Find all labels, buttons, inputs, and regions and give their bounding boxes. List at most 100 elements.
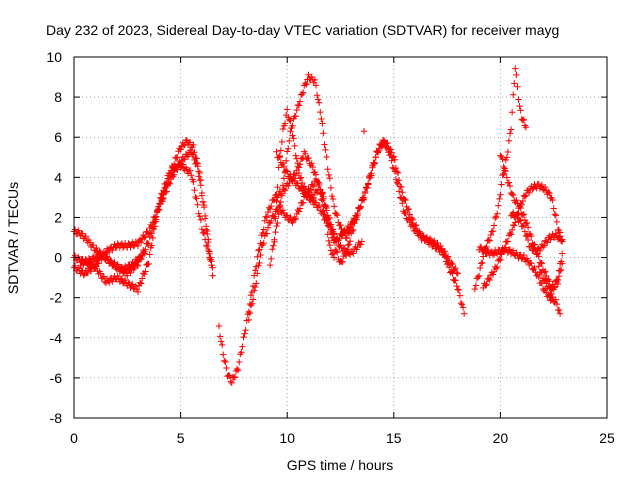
data-point [487, 231, 495, 239]
data-point [334, 212, 341, 219]
data-point [205, 246, 212, 254]
data-point [157, 194, 164, 201]
data-point [483, 281, 490, 288]
data-point [297, 183, 305, 190]
data-point [369, 164, 376, 171]
data-point [404, 206, 411, 213]
data-point [314, 96, 322, 103]
data-point [391, 168, 399, 175]
data-point [387, 152, 394, 159]
data-point [381, 138, 388, 145]
data-point [268, 255, 275, 263]
data-point [262, 213, 270, 220]
data-point [457, 299, 465, 307]
data-point [441, 252, 449, 259]
data-point [278, 138, 286, 146]
data-point [284, 148, 291, 155]
data-point [325, 223, 332, 230]
data-point [377, 141, 385, 149]
data-point [515, 96, 522, 103]
data-point [499, 155, 506, 163]
data-point [241, 330, 248, 337]
data-point [124, 266, 131, 273]
data-point [475, 272, 483, 280]
data-point [548, 290, 555, 298]
data-point [540, 242, 548, 249]
data-point [130, 262, 137, 269]
y-tick-label: 8 [54, 89, 62, 105]
data-point [533, 250, 540, 257]
data-point [223, 364, 230, 372]
data-point [186, 167, 194, 174]
data-point [325, 237, 332, 245]
data-point [169, 167, 177, 175]
data-point [295, 164, 303, 171]
data-point [217, 338, 225, 345]
data-point [148, 242, 156, 249]
data-point [274, 219, 281, 227]
data-point [273, 148, 280, 156]
data-point [516, 102, 523, 110]
series-track-15 [535, 250, 566, 298]
data-point [402, 196, 409, 204]
data-point [137, 280, 145, 287]
y-tick-label: 0 [54, 250, 62, 266]
data-point [172, 162, 179, 170]
data-point [145, 260, 152, 268]
data-point [350, 218, 357, 225]
data-point [489, 271, 497, 278]
data-point [234, 366, 242, 374]
data-point [295, 102, 303, 109]
data-point [93, 244, 100, 252]
x-axis-label: GPS time / hours [287, 457, 394, 473]
data-point [256, 259, 263, 267]
data-point [254, 253, 261, 260]
data-point [438, 245, 445, 252]
data-point [124, 272, 131, 279]
data-point [494, 263, 501, 271]
series-track-7 [266, 71, 357, 269]
data-point [133, 286, 141, 293]
data-point [285, 182, 292, 190]
data-point [393, 179, 401, 186]
data-point [277, 147, 285, 154]
data-point [304, 192, 311, 200]
data-point [247, 292, 255, 299]
data-point [490, 222, 498, 229]
data-point [411, 227, 419, 234]
data-point [453, 282, 460, 290]
data-point [221, 357, 228, 364]
data-point [357, 203, 364, 210]
data-point [547, 297, 554, 304]
data-point [527, 243, 534, 251]
data-point [141, 250, 148, 257]
data-point [133, 257, 141, 264]
data-point [502, 167, 509, 175]
data-point [163, 179, 170, 186]
data-point [340, 227, 347, 235]
data-point [314, 186, 322, 193]
data-point [328, 192, 336, 200]
data-point [270, 242, 277, 249]
data-point [334, 236, 341, 243]
data-point [280, 175, 288, 182]
data-point [209, 272, 216, 279]
data-point [546, 189, 553, 197]
data-point [555, 267, 563, 274]
data-point [289, 219, 296, 226]
y-tick-label: -4 [50, 330, 63, 346]
data-point [295, 208, 303, 215]
data-point [245, 316, 253, 324]
data-point [326, 241, 334, 249]
data-point [506, 182, 514, 190]
data-point [240, 333, 247, 341]
data-point [284, 168, 291, 175]
data-point [535, 263, 542, 270]
data-point [274, 194, 281, 201]
data-point [103, 254, 111, 261]
data-point [209, 264, 216, 271]
data-point [326, 175, 334, 182]
data-point [278, 192, 286, 199]
data-point [394, 180, 402, 188]
